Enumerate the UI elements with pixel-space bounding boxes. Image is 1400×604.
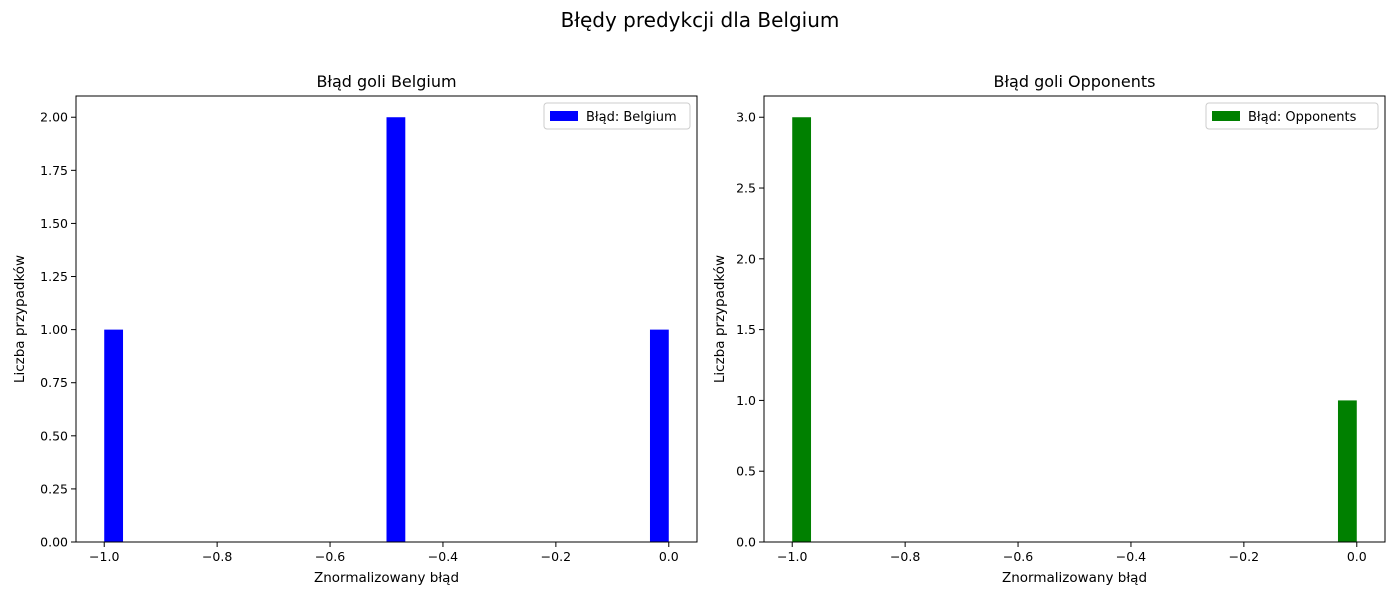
y-tick-label: 1.25 xyxy=(40,269,68,284)
legend: Błąd: Opponents xyxy=(1205,102,1379,130)
legend-box xyxy=(1205,102,1379,130)
x-tick-label: −0.2 xyxy=(541,549,571,564)
x-tick-label: −0.6 xyxy=(1003,549,1033,564)
x-tick-label: −1.0 xyxy=(777,549,807,564)
y-tick-label: 2.00 xyxy=(40,110,68,125)
figure-suptitle: Błędy predykcji dla Belgium xyxy=(561,8,840,32)
legend-label: Błąd: Belgium xyxy=(586,110,677,125)
chart-opponents: −1.0 −0.8 −0.6 −0.4 −0.2 0.0 0.0 0.5 1.0 1.5 2.0 2.… xyxy=(712,72,1386,586)
y-tick-label: 1.0 xyxy=(736,393,756,408)
y-tick-label: 1.5 xyxy=(736,322,756,337)
legend-label: Błąd: Opponents xyxy=(1248,110,1357,125)
bar-1 xyxy=(1337,400,1357,542)
legend-swatch xyxy=(1212,111,1240,121)
legend-box xyxy=(543,102,691,130)
y-tick-label: 0.00 xyxy=(40,535,68,550)
y-tick-label: 1.75 xyxy=(40,163,68,178)
y-tick-label: 0.25 xyxy=(40,481,68,496)
x-tick-label: −1.0 xyxy=(89,549,119,564)
y-axis-label: Liczba przypadków xyxy=(12,255,28,383)
axes-title: Błąd goli Belgium xyxy=(316,72,456,91)
axes-title: Błąd goli Opponents xyxy=(994,72,1156,91)
legend-swatch xyxy=(550,111,578,121)
x-tick-label: 0.0 xyxy=(1347,549,1367,564)
axes-frame xyxy=(763,95,1386,543)
y-tick-label: 0.50 xyxy=(40,428,68,443)
y-tick-label: 2.0 xyxy=(736,251,756,266)
bar-2 xyxy=(649,329,669,542)
y-tick-label: 1.00 xyxy=(40,322,68,337)
y-tick-label: 0.5 xyxy=(736,464,756,479)
x-tick-label: −0.2 xyxy=(1229,549,1259,564)
y-tick-label: 3.0 xyxy=(736,110,756,125)
x-tick-label: −0.4 xyxy=(1116,549,1146,564)
y-tick-label: 0.0 xyxy=(736,535,756,550)
x-tick-label: 0.0 xyxy=(659,549,679,564)
legend: Błąd: Belgium xyxy=(543,102,691,130)
x-tick-label: −0.8 xyxy=(890,549,920,564)
y-axis-label: Liczba przypadków xyxy=(712,255,728,383)
x-axis-label: Znormalizowany błąd xyxy=(1002,570,1147,586)
x-axis-label: Znormalizowany błąd xyxy=(314,570,459,586)
x-tick-label: −0.4 xyxy=(428,549,458,564)
bar-1 xyxy=(386,117,406,542)
chart-belgium: −1.0 −0.8 −0.6 −0.4 −0.2 0.0 0.00 0.25 0.50 0.75 1… xyxy=(12,72,698,586)
x-tick-label: −0.8 xyxy=(202,549,232,564)
x-tick-label: −0.6 xyxy=(315,549,345,564)
y-tick-label: 2.5 xyxy=(736,181,756,196)
bar-0 xyxy=(104,329,124,542)
y-tick-label: 0.75 xyxy=(40,375,68,390)
axes-frame xyxy=(75,95,698,543)
bar-0 xyxy=(792,117,812,542)
y-tick-label: 1.50 xyxy=(40,216,68,231)
